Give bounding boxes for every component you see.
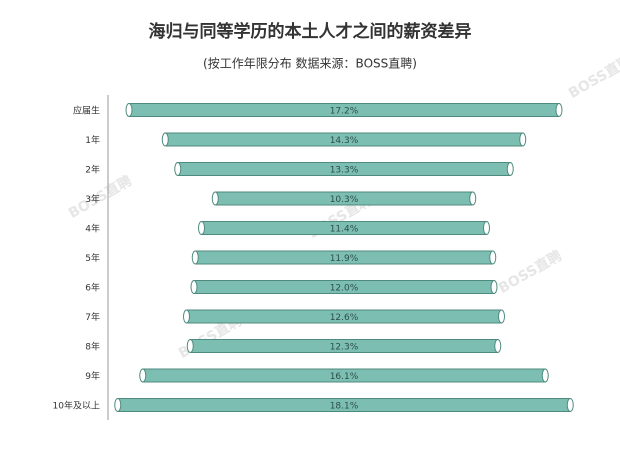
chart-title: 海归与同等学历的本土人才之间的薪资差异 bbox=[149, 21, 472, 42]
watermark: BOSS直聘 bbox=[66, 172, 135, 222]
category-label: 2年 bbox=[85, 164, 100, 176]
bar-cap bbox=[483, 221, 490, 235]
bar-cap bbox=[498, 309, 505, 324]
bar-cap bbox=[211, 191, 219, 206]
value-label: 14.3% bbox=[330, 136, 359, 146]
bar-cap bbox=[174, 162, 182, 176]
watermark: BOSS直聘 bbox=[496, 247, 565, 297]
category-label: 10年及以上 bbox=[53, 400, 100, 412]
value-label: 17.2% bbox=[330, 107, 359, 117]
bar-cap bbox=[190, 280, 198, 294]
category-label: 8年 bbox=[85, 341, 100, 353]
watermark: BOSS直聘 bbox=[566, 52, 620, 102]
category-label: 3年 bbox=[85, 193, 100, 205]
category-label: 5年 bbox=[85, 252, 100, 264]
bar-cap bbox=[161, 132, 169, 147]
bar-cap bbox=[183, 309, 190, 324]
value-label: 16.1% bbox=[330, 372, 359, 382]
bar-cap bbox=[541, 368, 549, 383]
category-label: 1年 bbox=[85, 134, 100, 146]
bar-cap bbox=[566, 398, 574, 412]
bar-cap bbox=[494, 339, 502, 353]
bar-cap bbox=[114, 398, 122, 412]
bar-cap bbox=[139, 368, 147, 383]
category-label: 7年 bbox=[85, 311, 100, 323]
bar-cap bbox=[489, 250, 497, 265]
bar-cap bbox=[506, 162, 514, 176]
value-label: 12.6% bbox=[330, 313, 359, 323]
category-label: 4年 bbox=[85, 223, 100, 235]
value-label: 12.3% bbox=[330, 343, 359, 353]
category-label: 9年 bbox=[85, 370, 100, 382]
chart-subtitle: (按工作年限分布 数据来源：BOSS直聘) bbox=[203, 56, 417, 71]
bar-cap bbox=[519, 132, 527, 147]
category-label: 应届生 bbox=[73, 105, 100, 117]
bar-cap bbox=[469, 191, 477, 206]
value-label: 10.3% bbox=[330, 195, 359, 205]
value-label: 12.0% bbox=[330, 284, 359, 294]
bar-cap bbox=[186, 339, 194, 353]
value-label: 13.3% bbox=[330, 166, 359, 176]
category-label: 6年 bbox=[85, 282, 100, 294]
value-label: 11.4% bbox=[330, 225, 359, 235]
bar-cap bbox=[125, 103, 133, 117]
bar-cap bbox=[191, 250, 199, 265]
bar-cap bbox=[198, 221, 205, 235]
bar-cap bbox=[490, 280, 498, 294]
bar-cap bbox=[555, 103, 563, 117]
value-label: 11.9% bbox=[330, 254, 359, 264]
value-label: 18.1% bbox=[330, 402, 359, 412]
